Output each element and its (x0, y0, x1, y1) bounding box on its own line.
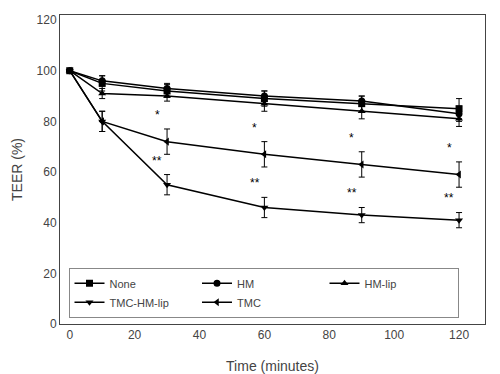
svg-text:TMC: TMC (237, 297, 261, 309)
svg-text:20: 20 (128, 328, 142, 342)
svg-text:100: 100 (384, 328, 404, 342)
svg-text:TEER (%): TEER (%) (9, 138, 25, 201)
svg-text:60: 60 (43, 165, 57, 179)
svg-text:**: ** (250, 176, 260, 190)
svg-text:60: 60 (258, 328, 272, 342)
svg-text:*: * (252, 121, 257, 135)
svg-text:None: None (110, 278, 136, 290)
svg-text:**: ** (152, 154, 162, 168)
svg-text:0: 0 (50, 317, 57, 331)
svg-text:HM: HM (237, 278, 254, 290)
svg-text:TMC-HM-lip: TMC-HM-lip (110, 297, 169, 309)
svg-text:*: * (447, 141, 452, 155)
svg-text:120: 120 (449, 328, 469, 342)
svg-text:0: 0 (66, 328, 73, 342)
svg-text:**: ** (347, 186, 357, 200)
svg-text:**: ** (444, 191, 454, 205)
svg-text:80: 80 (43, 115, 57, 129)
svg-text:HM-lip: HM-lip (365, 278, 397, 290)
svg-text:*: * (155, 108, 160, 122)
svg-text:*: * (349, 131, 354, 145)
svg-text:100: 100 (37, 64, 57, 78)
svg-text:40: 40 (193, 328, 207, 342)
svg-text:20: 20 (43, 267, 57, 281)
svg-text:Time (minutes): Time (minutes) (226, 358, 319, 374)
svg-text:80: 80 (323, 328, 337, 342)
svg-text:40: 40 (43, 216, 57, 230)
svg-text:120: 120 (37, 13, 57, 27)
